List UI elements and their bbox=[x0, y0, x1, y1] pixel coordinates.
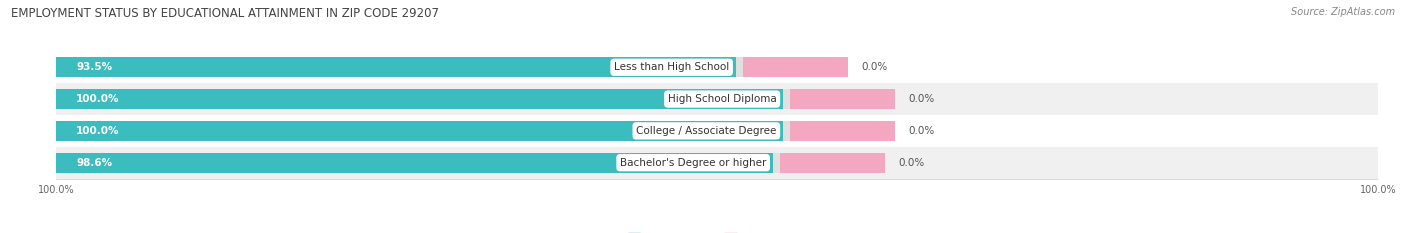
Text: 0.0%: 0.0% bbox=[898, 158, 925, 168]
Text: EMPLOYMENT STATUS BY EDUCATIONAL ATTAINMENT IN ZIP CODE 29207: EMPLOYMENT STATUS BY EDUCATIONAL ATTAINM… bbox=[11, 7, 439, 20]
Text: 100.0%: 100.0% bbox=[76, 126, 120, 136]
Text: High School Diploma: High School Diploma bbox=[668, 94, 776, 104]
Text: Less than High School: Less than High School bbox=[614, 62, 730, 72]
Bar bbox=[790, 89, 896, 109]
Legend: In Labor Force, Unemployed: In Labor Force, Unemployed bbox=[623, 229, 811, 233]
Text: Bachelor's Degree or higher: Bachelor's Degree or higher bbox=[620, 158, 766, 168]
Bar bbox=[56, 89, 783, 109]
Bar bbox=[56, 121, 896, 141]
Text: 0.0%: 0.0% bbox=[908, 94, 935, 104]
Text: 100.0%: 100.0% bbox=[76, 94, 120, 104]
Text: Source: ZipAtlas.com: Source: ZipAtlas.com bbox=[1291, 7, 1395, 17]
Text: 0.0%: 0.0% bbox=[862, 62, 887, 72]
Text: College / Associate Degree: College / Associate Degree bbox=[636, 126, 776, 136]
Bar bbox=[56, 89, 896, 109]
Bar bbox=[56, 147, 1378, 178]
Bar bbox=[56, 57, 848, 77]
Bar bbox=[742, 57, 848, 77]
Bar bbox=[56, 83, 1378, 115]
Bar bbox=[56, 153, 773, 172]
Bar bbox=[779, 153, 886, 172]
Text: 0.0%: 0.0% bbox=[908, 126, 935, 136]
Bar bbox=[790, 121, 896, 141]
Bar bbox=[56, 121, 783, 141]
Bar bbox=[56, 153, 886, 172]
Text: 98.6%: 98.6% bbox=[76, 158, 112, 168]
Text: 93.5%: 93.5% bbox=[76, 62, 112, 72]
Bar bbox=[56, 57, 735, 77]
